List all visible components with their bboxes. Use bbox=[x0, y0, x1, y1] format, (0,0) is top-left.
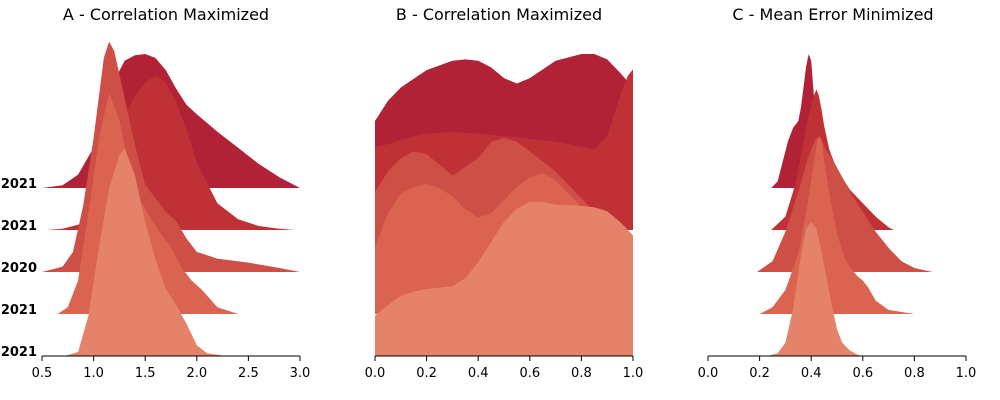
x-tick-label: 0.8 bbox=[904, 366, 925, 381]
panel-b-title: B - Correlation Maximized bbox=[396, 5, 602, 24]
row-label: 2021 bbox=[1, 345, 37, 360]
ridge-series-4 bbox=[759, 135, 915, 314]
x-tick-label: 2.0 bbox=[186, 366, 207, 381]
row-labels: 2021 2021 2020 2021 2021 bbox=[1, 177, 37, 360]
x-tick-label: 0.0 bbox=[365, 366, 386, 381]
panel-a-title: A - Correlation Maximized bbox=[63, 5, 269, 24]
x-tick-label: 3.0 bbox=[290, 366, 311, 381]
x-tick-label: 0.4 bbox=[801, 366, 822, 381]
panel-a: A - Correlation Maximized 0.5 1.0 1.5 2.0 2.… bbox=[32, 5, 311, 381]
x-tick-label: 0.2 bbox=[749, 366, 770, 381]
x-tick-label: 1.0 bbox=[623, 366, 644, 381]
x-tick-label: 0.0 bbox=[698, 366, 719, 381]
x-tick-label: 1.5 bbox=[135, 366, 156, 381]
row-label: 2021 bbox=[1, 303, 37, 318]
ridge-series-5 bbox=[767, 222, 863, 356]
ridge-series-5 bbox=[64, 148, 226, 356]
x-tick-label: 0.5 bbox=[32, 366, 53, 381]
x-tick-label: 1.0 bbox=[956, 366, 977, 381]
x-tick-label: 0.8 bbox=[571, 366, 592, 381]
x-tick-label: 1.0 bbox=[83, 366, 104, 381]
row-label: 2021 bbox=[1, 177, 37, 192]
ridge-series-3 bbox=[757, 138, 933, 272]
row-label: 2021 bbox=[1, 219, 37, 234]
x-tick-label: 0.6 bbox=[852, 366, 873, 381]
x-tick-label: 0.6 bbox=[519, 366, 540, 381]
ridge-series-5 bbox=[375, 201, 633, 356]
row-label: 2020 bbox=[1, 261, 37, 276]
panel-c-title: C - Mean Error Minimized bbox=[732, 5, 933, 24]
x-tick-label: 0.4 bbox=[468, 366, 489, 381]
x-tick-label: 2.5 bbox=[238, 366, 259, 381]
panel-c: C - Mean Error Minimized 0.0 0.2 0.4 0.6 0.8… bbox=[698, 5, 977, 381]
panel-b: B - Correlation Maximized 0.0 0.2 0.4 0.6 0.… bbox=[365, 5, 644, 381]
x-tick-label: 0.2 bbox=[416, 366, 437, 381]
